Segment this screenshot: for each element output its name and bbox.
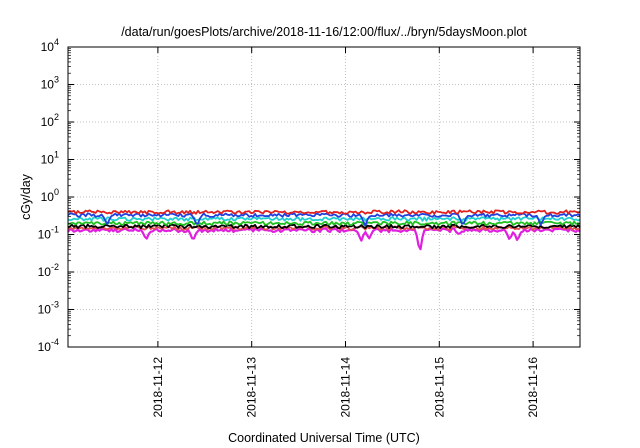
x-tick-label: 2018-11-16	[526, 357, 540, 418]
y-tick-label: 101	[41, 150, 59, 167]
y-tick-label: 10-2	[38, 262, 59, 279]
x-tick-label: 2018-11-15	[432, 357, 446, 418]
grid	[68, 47, 580, 347]
y-tick-label: 102	[41, 112, 59, 129]
x-tick-label: 2018-11-12	[151, 357, 165, 418]
series-line	[67, 212, 581, 227]
series-line	[67, 216, 581, 222]
y-tick-label: 10-1	[38, 225, 59, 242]
y-ticks: 10-4 10-3 10-2 10-1 100 101 102 103 104	[38, 37, 580, 354]
series-line	[68, 220, 581, 227]
x-tick-label: 2018-11-13	[245, 357, 259, 418]
y-tick-label: 100	[41, 187, 59, 204]
y-axis-label: cGy/day	[19, 173, 33, 220]
x-tick-label: 2018-11-14	[338, 357, 352, 418]
series-line	[67, 209, 581, 215]
y-tick-label: 10-3	[38, 300, 59, 317]
y-tick-label: 103	[41, 75, 59, 92]
chart-title: /data/run/goesPlots/archive/2018-11-16/1…	[121, 25, 527, 39]
y-tick-label: 104	[41, 37, 59, 54]
y-tick-label: 10-4	[38, 337, 59, 354]
x-ticks: 2018-11-12 2018-11-13 2018-11-14 2018-11-15…	[151, 47, 540, 418]
series-line	[67, 227, 581, 251]
series-line	[67, 225, 581, 231]
x-axis-label: Coordinated Universal Time (UTC)	[228, 431, 420, 445]
series-group	[67, 209, 581, 251]
